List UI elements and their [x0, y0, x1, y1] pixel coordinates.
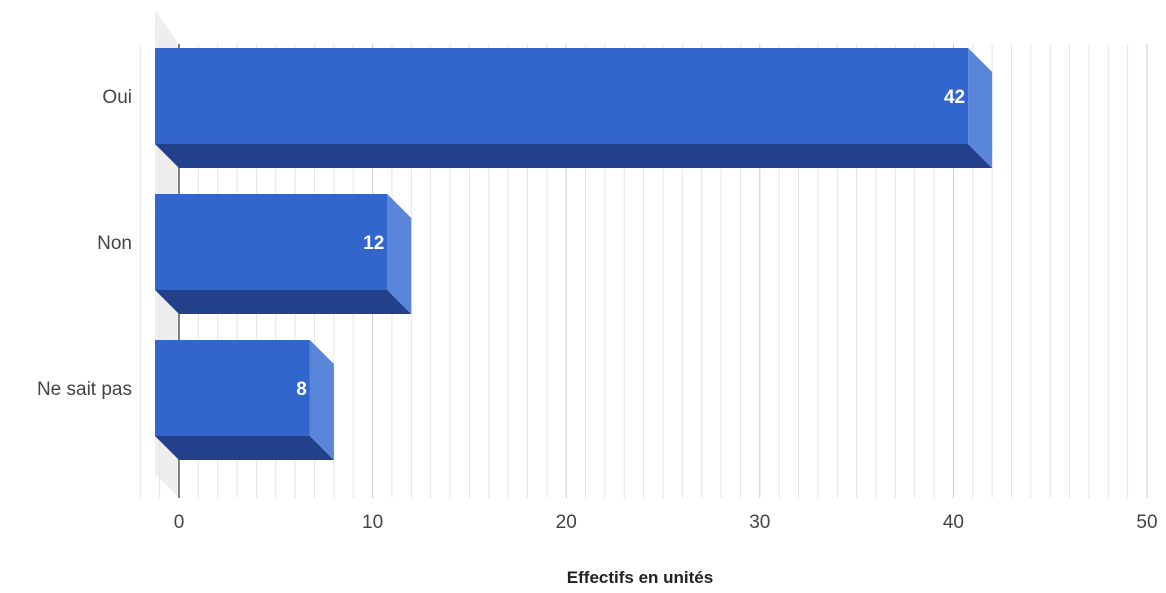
x-tick-label: 30	[749, 512, 770, 533]
bar-non: 12	[155, 194, 411, 314]
x-tick-label: 40	[943, 512, 964, 533]
x-tick-label: 10	[362, 512, 383, 533]
x-axis-title: Effectifs en unités	[567, 568, 713, 587]
data-label: 12	[363, 233, 384, 254]
bars: 42 12 8	[155, 48, 992, 460]
x-tick-label: 50	[1136, 512, 1157, 533]
bar-front-face	[155, 48, 968, 144]
category-label: Oui	[102, 87, 132, 108]
x-tick-label: 0	[174, 512, 185, 533]
bar-bottom-face	[155, 290, 411, 314]
category-label: Ne sait pas	[37, 379, 132, 400]
bar-front-face	[155, 194, 387, 290]
x-tick-label: 20	[556, 512, 577, 533]
x-axis-tick-labels: 0 10 20 30 40 50	[174, 512, 1158, 533]
category-label: Non	[97, 233, 132, 254]
category-labels: Oui Non Ne sait pas	[37, 87, 132, 400]
bar-bottom-face	[155, 144, 992, 168]
bar-bottom-face	[155, 436, 334, 460]
bar-ne-sait-pas: 8	[155, 340, 334, 460]
bar-front-face	[155, 340, 310, 436]
data-label: 42	[944, 87, 965, 108]
bar-oui: 42	[155, 48, 992, 168]
data-label: 8	[296, 379, 307, 400]
